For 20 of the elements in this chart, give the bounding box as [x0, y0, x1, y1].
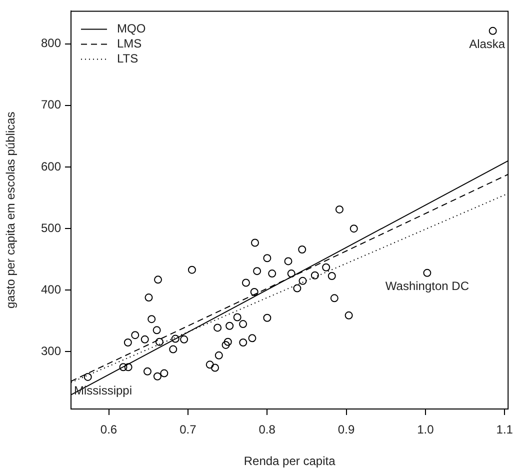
- annotation: Alaska: [469, 37, 506, 52]
- x-tick-label: 0.7: [180, 422, 197, 437]
- legend-label: LMS: [117, 36, 142, 51]
- annotation: Mississippi: [74, 383, 132, 398]
- x-tick-label: 0.8: [258, 422, 276, 437]
- x-tick-label: 1.0: [417, 422, 434, 437]
- y-tick-label: 700: [40, 98, 62, 112]
- y-tick-label: 600: [40, 159, 62, 174]
- y-axis-title: gasto per capita em escolas públicas: [4, 112, 18, 308]
- legend-label: MQO: [117, 22, 146, 36]
- annotation: Washington DC: [385, 279, 470, 294]
- y-tick-label: 400: [40, 282, 62, 296]
- y-tick-label: 500: [40, 220, 62, 235]
- y-tick-label: 800: [40, 36, 62, 50]
- x-tick-label: 1.1: [496, 422, 514, 437]
- legend-label: LTS: [117, 52, 138, 66]
- x-tick-label: 0.9: [338, 422, 355, 437]
- y-tick-label: 300: [40, 344, 62, 358]
- x-tick-label: 0.6: [100, 422, 118, 437]
- x-axis-title: Renda per capita: [244, 454, 336, 468]
